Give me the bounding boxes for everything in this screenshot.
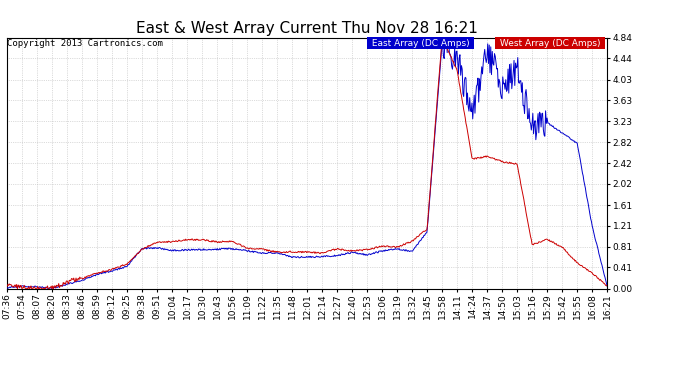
Text: Copyright 2013 Cartronics.com: Copyright 2013 Cartronics.com	[7, 39, 163, 48]
Text: West Array (DC Amps): West Array (DC Amps)	[497, 39, 603, 48]
Text: East Array (DC Amps): East Array (DC Amps)	[369, 39, 473, 48]
Title: East & West Array Current Thu Nov 28 16:21: East & West Array Current Thu Nov 28 16:…	[136, 21, 478, 36]
